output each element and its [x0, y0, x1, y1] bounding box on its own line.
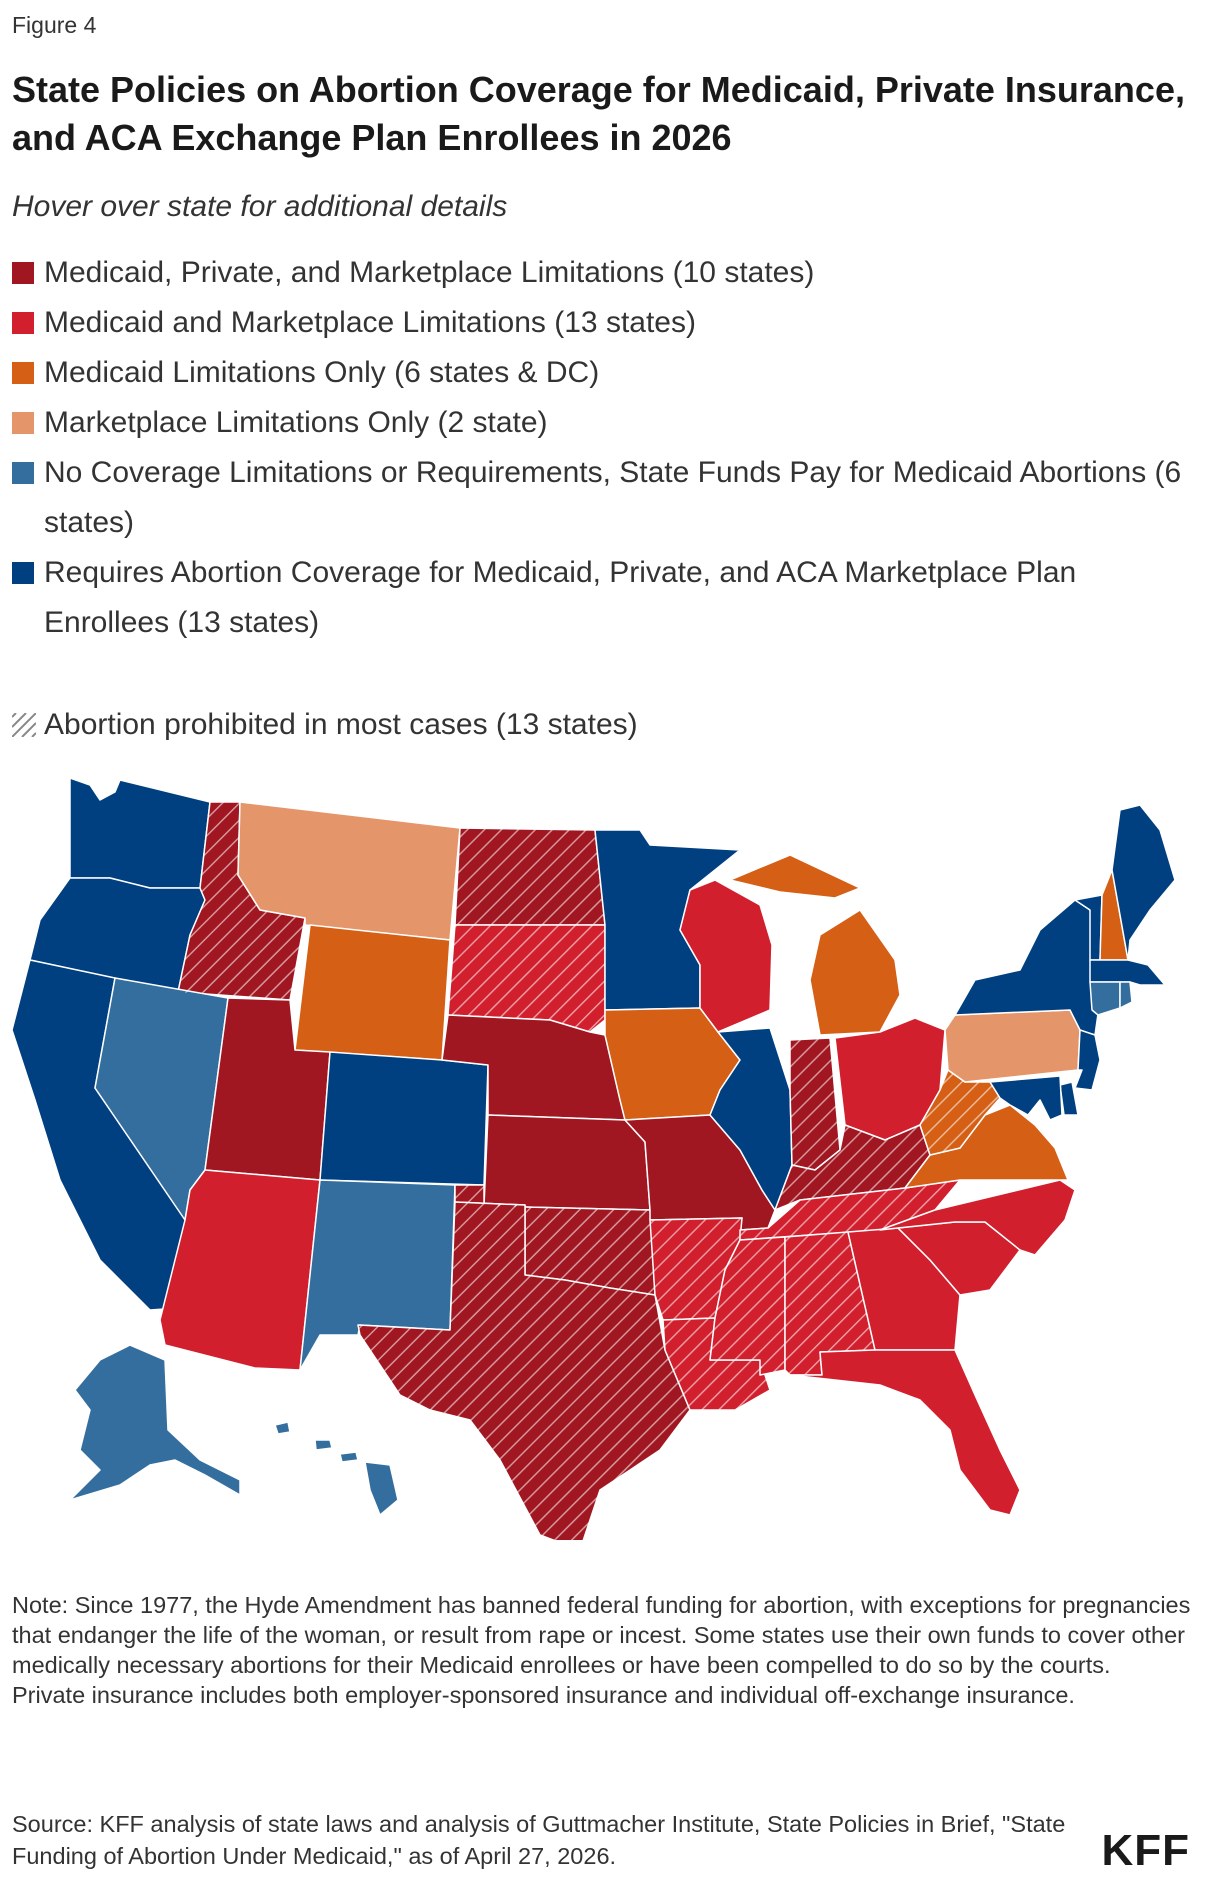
legend-swatch	[12, 362, 34, 384]
legend-label: Medicaid, Private, and Marketplace Limit…	[44, 256, 815, 289]
state-CO[interactable]	[319, 1051, 489, 1186]
legend-swatch	[12, 562, 34, 584]
note-text: Note: Since 1977, the Hyde Amendment has…	[12, 1590, 1192, 1710]
state-WY[interactable]	[294, 924, 451, 1061]
figure-label: Figure 4	[12, 12, 97, 38]
kff-logo: KFF	[1101, 1826, 1190, 1875]
state-KS[interactable]	[483, 1114, 651, 1211]
legend-item[interactable]: Medicaid Limitations Only (6 states & DC…	[12, 348, 1202, 398]
state-WI[interactable]	[679, 879, 773, 1033]
state-HI[interactable]	[274, 1421, 399, 1516]
legend-item[interactable]: Requires Abortion Coverage for Medicaid,…	[12, 548, 1202, 648]
state-CT[interactable]	[1089, 981, 1121, 1016]
legend-swatch	[12, 262, 34, 284]
state-IN[interactable]	[789, 1037, 841, 1171]
state-MD[interactable]	[989, 1075, 1063, 1121]
legend-item[interactable]: Medicaid and Marketplace Limitations (13…	[12, 298, 1202, 348]
chart-title: State Policies on Abortion Coverage for …	[12, 69, 1185, 158]
legend: Medicaid, Private, and Marketplace Limit…	[12, 248, 1202, 648]
hatch-legend-item[interactable]: Abortion prohibited in most cases (13 st…	[12, 708, 638, 742]
legend-label: Marketplace Limitations Only (2 state)	[44, 406, 548, 439]
us-map	[11, 777, 1176, 1540]
source-text: Source: KFF analysis of state laws and a…	[12, 1811, 1066, 1869]
legend-label: No Coverage Limitations or Requirements,…	[44, 456, 1182, 539]
state-FL[interactable]	[789, 1349, 1021, 1516]
note-paragraph: Note: Since 1977, the Hyde Amendment has…	[12, 1592, 1191, 1678]
legend-swatch	[12, 412, 34, 434]
state-AK[interactable]	[69, 1344, 241, 1501]
hatch-swatch-icon	[12, 713, 36, 737]
state-RI[interactable]	[1119, 981, 1133, 1009]
legend-label: Medicaid Limitations Only (6 states & DC…	[44, 356, 600, 389]
state-NJ[interactable]	[1074, 1029, 1101, 1091]
hatch-legend-label: Abortion prohibited in most cases (13 st…	[44, 708, 638, 741]
state-PA[interactable]	[944, 1009, 1081, 1083]
state-WA[interactable]	[69, 777, 211, 889]
legend-swatch	[12, 462, 34, 484]
chart-subtitle: Hover over state for additional details	[12, 190, 508, 223]
legend-label: Requires Abortion Coverage for Medicaid,…	[44, 556, 1077, 639]
note-paragraph: Private insurance includes both employer…	[12, 1682, 1075, 1708]
legend-item[interactable]: No Coverage Limitations or Requirements,…	[12, 448, 1202, 548]
state-ND[interactable]	[454, 827, 606, 926]
legend-item[interactable]: Marketplace Limitations Only (2 state)	[12, 398, 1202, 448]
state-DE[interactable]	[1059, 1081, 1079, 1116]
legend-item[interactable]: Medicaid, Private, and Marketplace Limit…	[12, 248, 1202, 298]
state-ME[interactable]	[1111, 804, 1176, 961]
legend-label: Medicaid and Marketplace Limitations (13…	[44, 306, 696, 339]
state-MI[interactable]	[729, 854, 901, 1036]
legend-swatch	[12, 312, 34, 334]
